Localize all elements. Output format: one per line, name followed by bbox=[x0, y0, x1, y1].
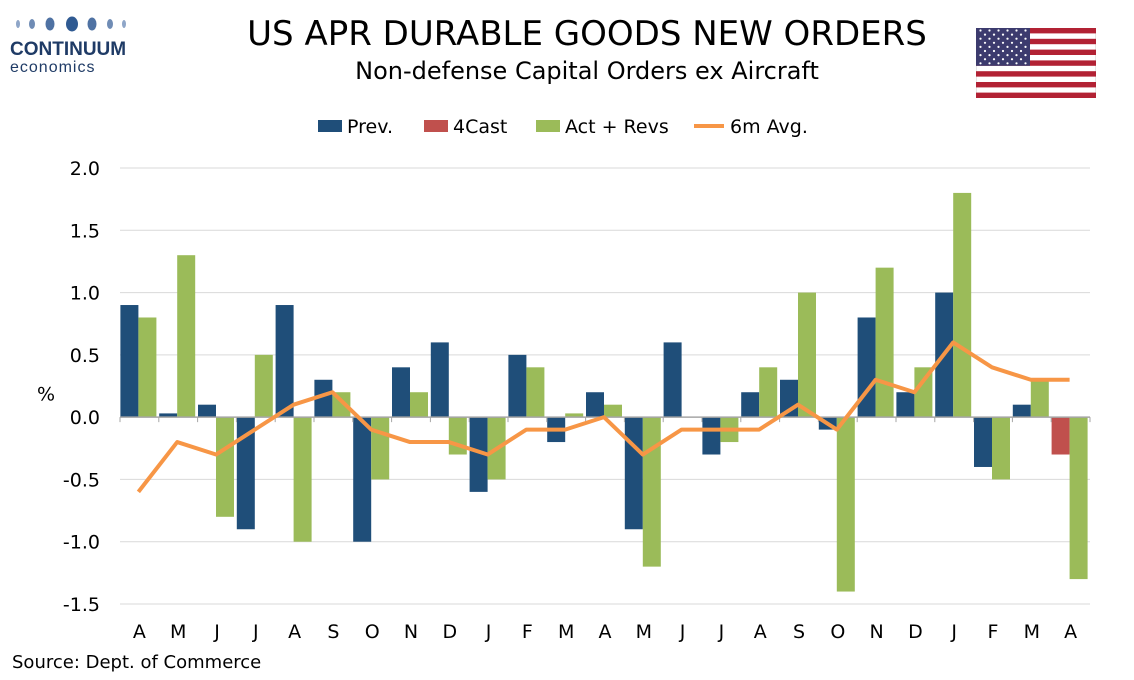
x-tick-label: A bbox=[1064, 621, 1077, 643]
x-tick-label: J bbox=[679, 621, 686, 643]
x-tick-label: J bbox=[213, 621, 220, 643]
bar-prev bbox=[857, 317, 876, 418]
bar-prev bbox=[974, 417, 992, 467]
legend-swatch bbox=[318, 120, 342, 132]
bar-act-revs bbox=[293, 417, 312, 542]
bar-prev bbox=[741, 392, 760, 418]
line-6m-avg bbox=[136, 340, 1070, 494]
legend-swatch bbox=[536, 120, 560, 132]
bar-act-revs bbox=[798, 292, 816, 418]
bar-prev bbox=[353, 417, 372, 542]
bar-prev bbox=[508, 354, 527, 418]
x-tick-label: O bbox=[365, 621, 380, 643]
x-tick-label: A bbox=[599, 621, 612, 643]
legend: Prev. 4Cast Act + Revs 6m Avg. bbox=[318, 116, 808, 138]
y-tick-label: -0.5 bbox=[63, 469, 100, 491]
bar-act-revs bbox=[914, 367, 933, 418]
x-tick-label: M bbox=[170, 621, 186, 643]
bar-act-revs bbox=[1030, 379, 1049, 418]
x-tick-label: F bbox=[988, 621, 999, 643]
bar-act-revs bbox=[138, 317, 157, 418]
legend-label: Prev. bbox=[347, 116, 393, 138]
bar-prev bbox=[314, 379, 333, 418]
source-note: Source: Dept. of Commerce bbox=[12, 652, 262, 673]
bar-prev bbox=[392, 367, 410, 418]
x-tick-label: N bbox=[869, 621, 883, 643]
y-tick-label: 0.0 bbox=[70, 407, 100, 429]
x-tick-label: F bbox=[522, 621, 533, 643]
bar-act-revs bbox=[875, 267, 894, 418]
legend-label: 4Cast bbox=[453, 116, 507, 138]
chart-title: US APR DURABLE GOODS NEW ORDERS bbox=[247, 14, 927, 54]
x-tick-label: A bbox=[754, 621, 767, 643]
y-axis: 2.0 1.5 1.0 0.5 0.0 -0.5 -1.0 -1.5% bbox=[37, 158, 1090, 616]
x-tick-label: A bbox=[288, 621, 301, 643]
bar-prev bbox=[275, 305, 294, 418]
plot-area bbox=[119, 192, 1091, 592]
y-tick-label: 1.5 bbox=[70, 220, 100, 242]
y-axis-label: % bbox=[37, 383, 55, 405]
x-tick-label: M bbox=[1024, 621, 1040, 643]
x-tick-label: J bbox=[950, 621, 957, 643]
chart-subtitle: Non-defense Capital Orders ex Aircraft bbox=[355, 57, 819, 85]
bar-act-revs bbox=[371, 417, 390, 480]
y-tick-label: 1.0 bbox=[70, 283, 100, 305]
us-flag-icon bbox=[976, 28, 1096, 98]
x-tick-label: N bbox=[404, 621, 418, 643]
x-tick-label: M bbox=[558, 621, 574, 643]
x-tick-label: A bbox=[133, 621, 146, 643]
x-tick-label: S bbox=[793, 621, 805, 643]
bar-prev bbox=[702, 417, 721, 455]
bar-prev bbox=[586, 392, 604, 418]
x-tick-label: J bbox=[252, 621, 259, 643]
bar-act-revs bbox=[642, 417, 661, 567]
bar-act-revs bbox=[565, 413, 584, 418]
bar-prev bbox=[663, 342, 682, 418]
logo-sub: economics bbox=[10, 59, 96, 76]
logo-name: CONTINUUM bbox=[10, 39, 127, 60]
bar-act-revs bbox=[604, 404, 622, 418]
bar-prev bbox=[896, 392, 915, 418]
x-tick-label: J bbox=[718, 621, 725, 643]
bar-act-revs bbox=[410, 392, 428, 418]
legend-label: Act + Revs bbox=[565, 116, 669, 138]
bar-prev bbox=[1012, 404, 1031, 418]
bar-prev bbox=[236, 417, 255, 530]
bar-act-revs bbox=[992, 417, 1010, 480]
logo: CONTINUUM economics bbox=[10, 14, 140, 76]
logo-dots-icon bbox=[16, 16, 126, 32]
bar-prev bbox=[159, 413, 178, 418]
bar-act-revs bbox=[953, 192, 972, 418]
bar-act-revs bbox=[526, 367, 545, 418]
x-tick-label: O bbox=[830, 621, 845, 643]
x-tick-label: S bbox=[327, 621, 339, 643]
legend-swatch bbox=[424, 120, 448, 132]
y-tick-label: -1.0 bbox=[63, 532, 100, 554]
x-tick-label: J bbox=[485, 621, 492, 643]
bar-prev bbox=[624, 417, 643, 530]
x-tick-label: D bbox=[442, 621, 457, 643]
bar-prev bbox=[469, 417, 488, 492]
bar-prev bbox=[430, 342, 449, 418]
bar-act-revs bbox=[177, 255, 196, 418]
y-tick-label: 0.5 bbox=[70, 345, 100, 367]
y-tick-label: -1.5 bbox=[63, 594, 100, 616]
x-tick-label: D bbox=[908, 621, 923, 643]
bar-prev bbox=[120, 305, 139, 418]
bar-act-revs bbox=[759, 367, 778, 418]
bar-act-revs bbox=[254, 354, 273, 418]
bar-act-revs bbox=[1069, 417, 1088, 580]
bar-act-revs bbox=[216, 417, 234, 517]
bar-4cast bbox=[1051, 417, 1070, 455]
legend-label: 6m Avg. bbox=[730, 116, 808, 138]
x-tick-label: M bbox=[636, 621, 652, 643]
bar-prev bbox=[198, 404, 216, 418]
bar-act-revs bbox=[836, 417, 855, 592]
y-tick-label: 2.0 bbox=[70, 158, 100, 180]
